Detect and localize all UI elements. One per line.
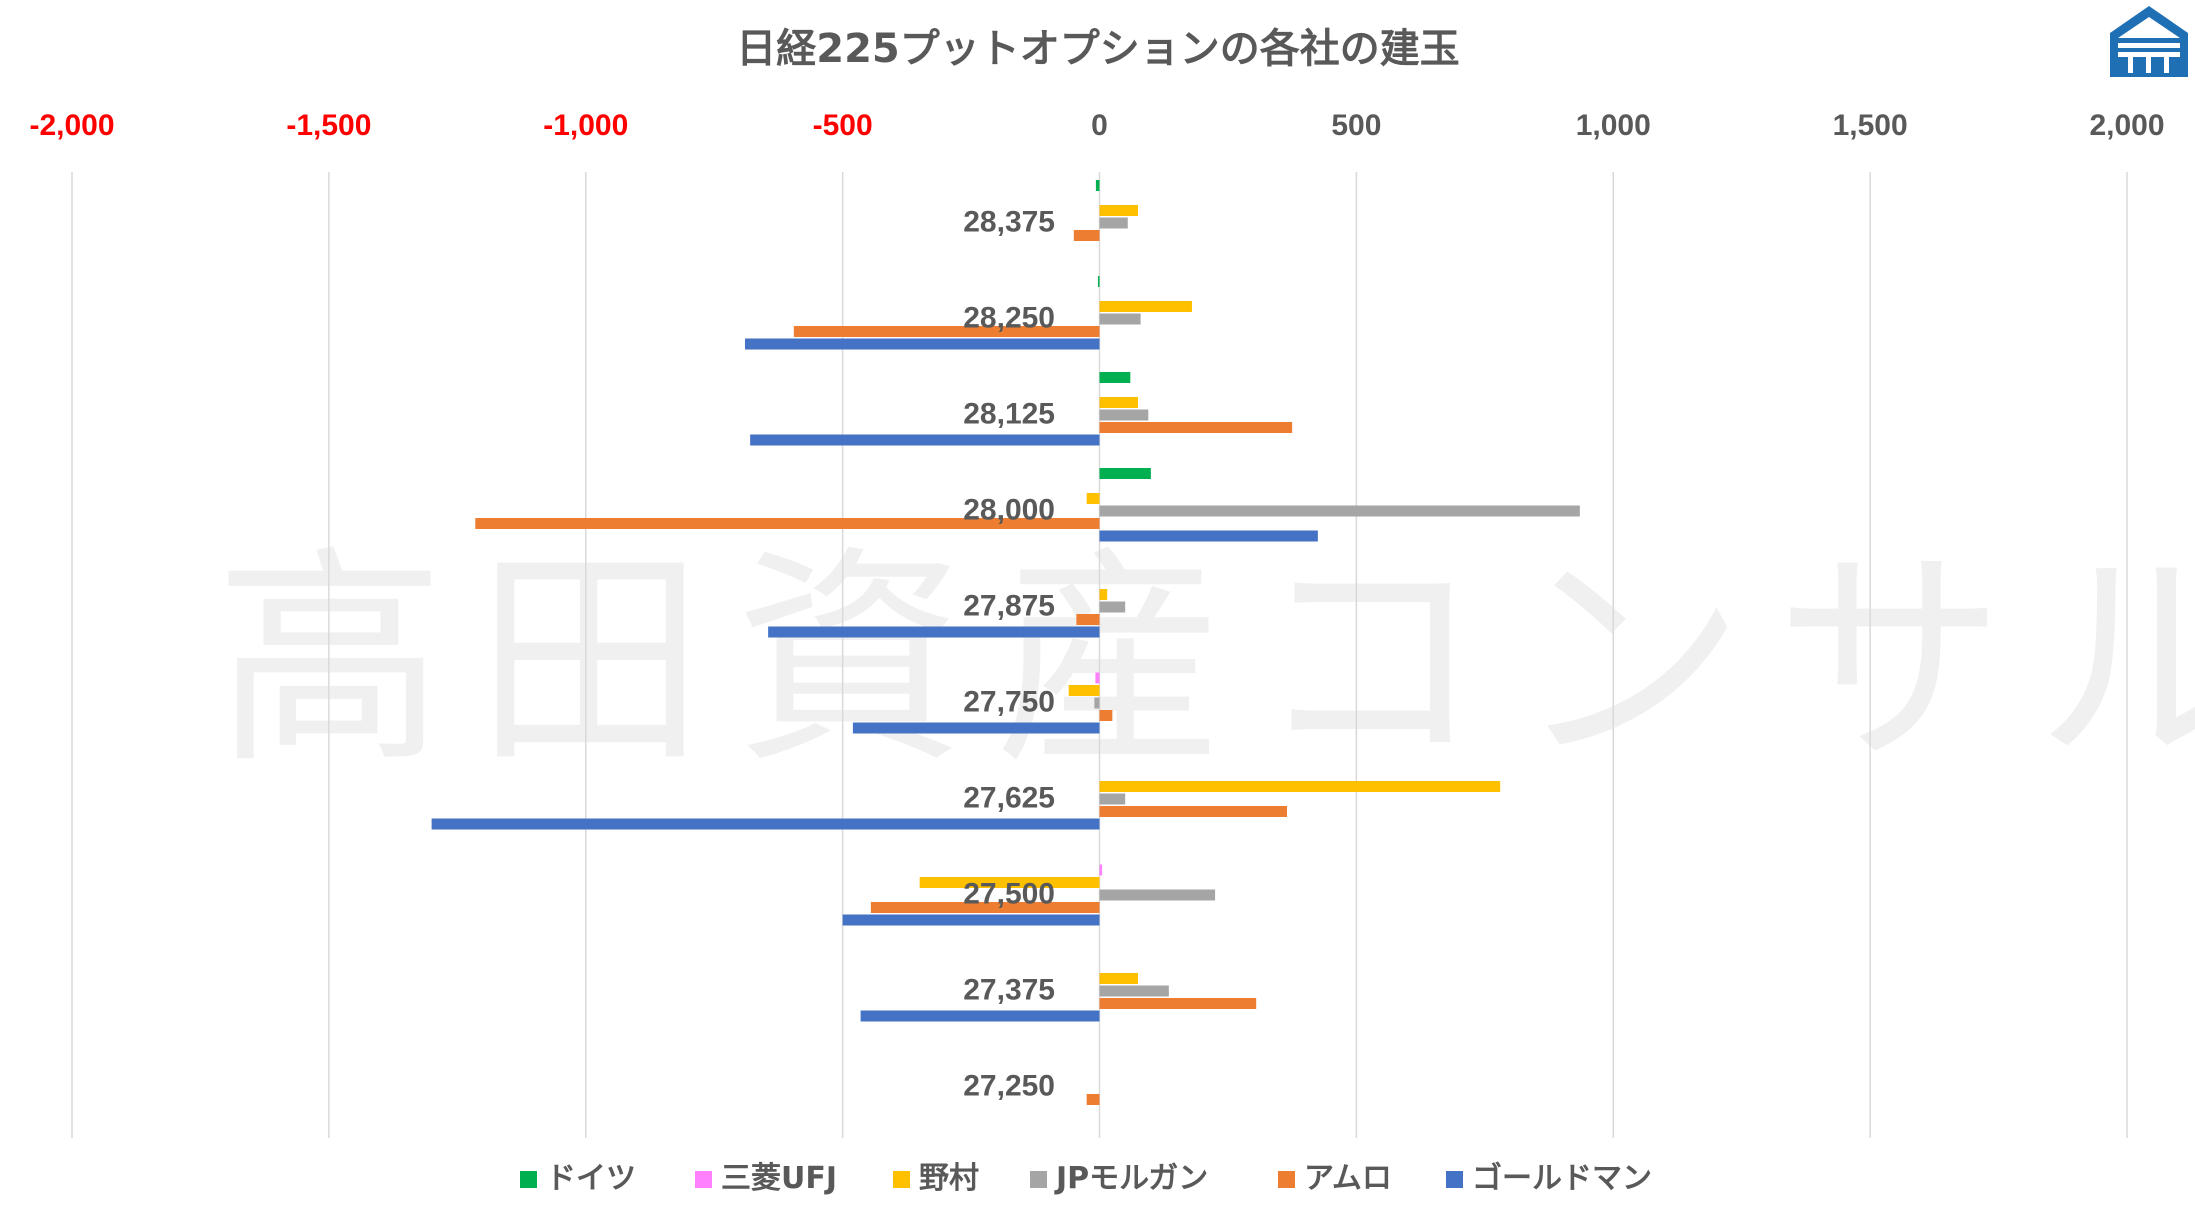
bar: [1099, 781, 1501, 792]
bar: [1095, 672, 1100, 684]
x-tick-label: -1,000: [543, 109, 628, 142]
category-labels: 28,375 28,250 28,125 28,000 27,875 27,750 27,6…: [963, 206, 1055, 1103]
category-label: 27,500: [963, 878, 1055, 911]
x-tick-label: -2,000: [29, 109, 114, 142]
legend-label: JPモルガン: [1054, 1161, 1208, 1196]
logo: [2110, 6, 2188, 77]
bar: [745, 338, 1100, 350]
bar: [1094, 697, 1100, 709]
legend-label: ドイツ: [546, 1161, 636, 1196]
legend-label: 野村: [919, 1161, 979, 1196]
bar: [1099, 889, 1216, 901]
bar: [475, 518, 1100, 529]
bar: [1099, 205, 1139, 216]
bar: [1099, 372, 1131, 383]
bar: [793, 326, 1100, 337]
category-label: 27,375: [963, 974, 1055, 1007]
bar: [852, 722, 1100, 734]
legend-label: ゴールドマン: [1472, 1161, 1652, 1196]
x-tick-label: -500: [813, 109, 873, 142]
legend-swatch: [695, 1171, 712, 1188]
bar: [1099, 397, 1139, 408]
bar: [1095, 180, 1100, 191]
bar: [1099, 973, 1139, 984]
x-tick-label: 0: [1091, 109, 1108, 142]
bar: [1068, 685, 1100, 696]
bar: [1099, 864, 1103, 876]
category-label: 28,000: [963, 494, 1055, 527]
bar: [1099, 589, 1108, 600]
category-label: 27,625: [963, 782, 1055, 815]
x-tick-label: 1,500: [1833, 109, 1908, 142]
bar: [860, 1010, 1100, 1022]
bar: [1086, 1094, 1100, 1105]
bar: [1099, 985, 1169, 997]
category-label: 28,375: [963, 206, 1055, 239]
category-label: 28,125: [963, 398, 1055, 431]
bar: [1097, 276, 1100, 287]
bar: [1099, 422, 1293, 433]
bar: [1099, 505, 1580, 517]
legend-swatch: [1030, 1171, 1047, 1188]
bar: [1099, 468, 1151, 479]
category-label: 27,750: [963, 686, 1055, 719]
bar: [1099, 530, 1318, 542]
bar: [919, 877, 1100, 888]
bar: [1099, 601, 1126, 613]
bar: [1086, 493, 1100, 504]
bar: [1076, 614, 1100, 625]
legend-label: 三菱UFJ: [721, 1161, 837, 1196]
bar: [1099, 217, 1128, 229]
bars: [431, 180, 1580, 1105]
bar: [1099, 409, 1149, 421]
bar: [1099, 710, 1113, 721]
bar: [431, 818, 1100, 830]
legend-label: アムロ: [1304, 1161, 1392, 1196]
legend-swatch: [520, 1171, 537, 1188]
bar: [750, 434, 1100, 446]
category-label: 28,250: [963, 302, 1055, 335]
bar: [1099, 998, 1257, 1009]
bar: [870, 902, 1100, 913]
x-axis-ticks: -2,000 -1,500 -1,000 -500 0 500 1,000 1,500 2,00…: [29, 109, 2164, 142]
x-tick-label: 2,000: [2089, 109, 2164, 142]
bar: [1099, 301, 1192, 312]
bar: [842, 914, 1100, 926]
category-label: 27,875: [963, 590, 1055, 623]
x-tick-label: 500: [1331, 109, 1381, 142]
bar: [1099, 313, 1141, 325]
category-label: 27,250: [963, 1070, 1055, 1103]
chart-title: 日経225プットオプションの各社の建玉: [736, 26, 1460, 72]
gridlines: [71, 172, 2128, 1138]
bar: [1099, 806, 1288, 817]
watermark: 高田資産コンサル: [215, 528, 2195, 795]
bar: [1073, 230, 1100, 241]
legend: ドイツ 三菱UFJ 野村 JPモルガン アムロ ゴールドマン: [520, 1161, 1652, 1196]
x-tick-label: -1,500: [286, 109, 371, 142]
legend-swatch: [893, 1171, 910, 1188]
x-tick-label: 1,000: [1576, 109, 1651, 142]
bar: [1099, 793, 1126, 805]
bar: [768, 626, 1100, 638]
legend-swatch: [1446, 1171, 1463, 1188]
legend-swatch: [1278, 1171, 1295, 1188]
